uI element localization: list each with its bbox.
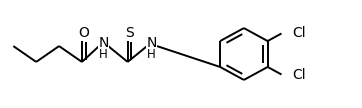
Text: Cl: Cl xyxy=(292,68,306,82)
Text: O: O xyxy=(79,26,89,40)
Text: H: H xyxy=(99,48,108,60)
Text: N: N xyxy=(147,36,157,50)
Text: S: S xyxy=(125,26,134,40)
Text: H: H xyxy=(147,48,156,60)
Text: Cl: Cl xyxy=(292,26,306,40)
Text: N: N xyxy=(98,36,109,50)
